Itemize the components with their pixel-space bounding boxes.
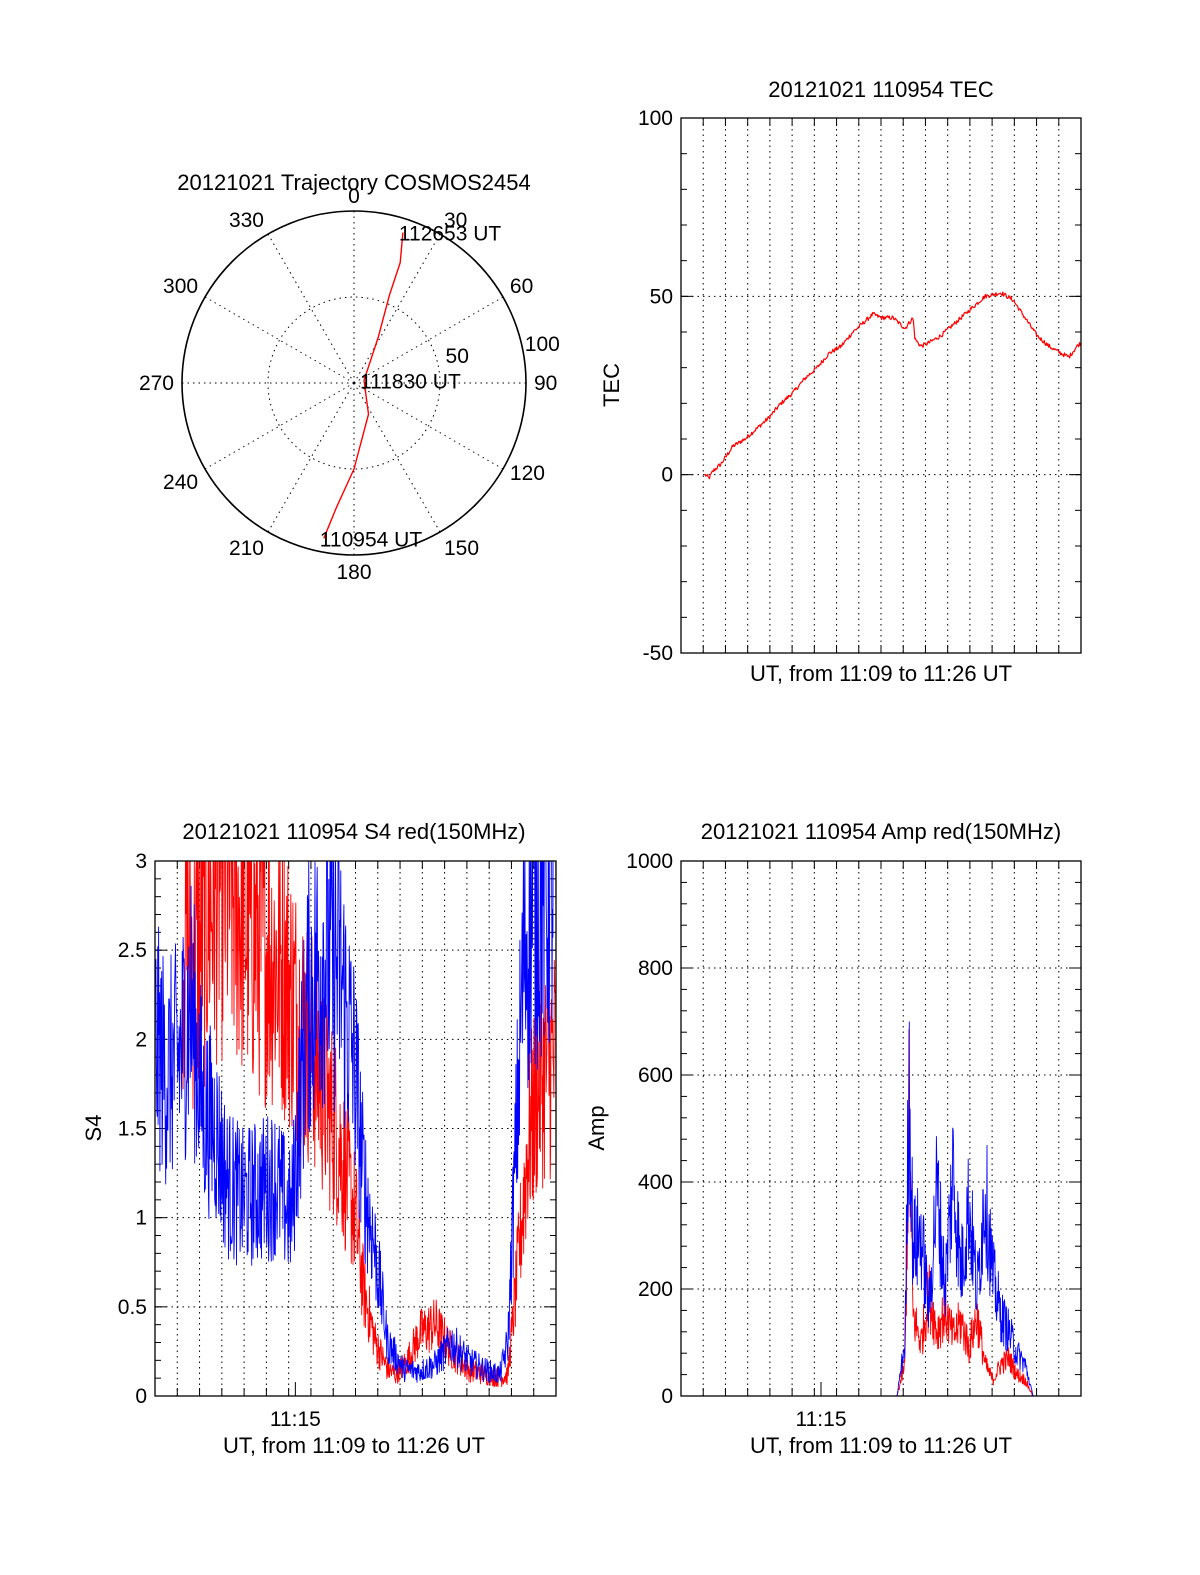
x-tick-label: 11:15 bbox=[270, 1408, 321, 1431]
trajectory-time-label: 112653 UT bbox=[399, 223, 502, 246]
trajectory-time-label: 111830 UT bbox=[360, 370, 461, 393]
polar-grid bbox=[181, 210, 527, 556]
tec-grid bbox=[681, 118, 1081, 653]
tec-frame bbox=[680, 117, 1082, 654]
amp-grid bbox=[681, 861, 1081, 1396]
amp-xlabel: UT, from 11:09 to 11:26 UT bbox=[750, 1433, 1012, 1458]
amp-xticks: 11:15 bbox=[702, 861, 1060, 1431]
y-tick-label: 0.5 bbox=[118, 1296, 147, 1319]
polar-angle-label: 30 bbox=[444, 209, 467, 232]
amp-series bbox=[704, 1021, 1081, 1396]
amp-frame bbox=[680, 860, 1082, 1397]
trajectory-title: 20121021 Trajectory COSMOS2454 bbox=[177, 170, 530, 195]
amp-series-1-line bbox=[704, 1021, 1081, 1396]
y-tick-label: 1.5 bbox=[118, 1118, 147, 1141]
polar-spoke bbox=[267, 233, 355, 384]
s4-xlabel: UT, from 11:09 to 11:26 UT bbox=[223, 1433, 485, 1458]
tec-xticks bbox=[702, 118, 1060, 653]
tec-xlabel: UT, from 11:09 to 11:26 UT bbox=[750, 661, 1012, 686]
polar-angle-labels: 0 30 60 90 120 150 180 210 240 270 300 330 bbox=[139, 185, 557, 584]
amp-title: 20121021 110954 Amp red(150MHz) bbox=[701, 819, 1061, 844]
tec-series bbox=[704, 291, 1081, 480]
polar-angle-label: 150 bbox=[444, 537, 479, 560]
tec-title: 20121021 110954 TEC bbox=[768, 77, 994, 102]
tec-panel: 20121021 110954 TEC UT, from 11:09 to 11… bbox=[599, 77, 1082, 686]
amp-yticks: 0 200 400 600 800 1000 bbox=[626, 850, 1081, 1408]
amp-ylabel: Amp bbox=[584, 1105, 609, 1150]
polar-spoke bbox=[353, 233, 441, 384]
y-tick-label: 0 bbox=[135, 1385, 147, 1408]
x-tick-label: 11:15 bbox=[796, 1408, 847, 1431]
polar-angle-label: 330 bbox=[229, 209, 264, 232]
trajectory-line bbox=[323, 232, 404, 539]
polar-angle-label: 240 bbox=[163, 471, 198, 494]
tec-series-0-line bbox=[704, 291, 1081, 480]
y-tick-label: 400 bbox=[638, 1171, 673, 1194]
tec-yticks: -50 0 50 100 bbox=[638, 107, 1081, 665]
polar-angle-label: 180 bbox=[336, 561, 371, 584]
s4-series-1-line bbox=[155, 861, 556, 1384]
trajectory-series bbox=[323, 232, 404, 539]
y-tick-label: 200 bbox=[638, 1278, 673, 1301]
polar-angle-label: 0 bbox=[348, 185, 360, 208]
polar-radial-label: 100 bbox=[525, 333, 560, 356]
polar-spoke bbox=[204, 296, 355, 384]
s4-panel: 20121021 110954 S4 red(150MHz) UT, from … bbox=[81, 819, 557, 1458]
polar-mid-circle bbox=[267, 296, 441, 470]
polar-spoke bbox=[353, 296, 504, 384]
y-tick-label: 50 bbox=[650, 285, 673, 308]
trajectory-panel: 20121021 Trajectory COSMOS2454 0 30 60 90 12… bbox=[139, 170, 560, 584]
polar-angle-label: 270 bbox=[139, 372, 174, 395]
y-tick-label: -50 bbox=[643, 642, 673, 665]
trajectory-annotations: 112653 UT 111830 UT 110954 UT bbox=[320, 223, 502, 552]
amp-panel: 20121021 110954 Amp red(150MHz) UT, from… bbox=[584, 819, 1082, 1458]
tec-ylabel: TEC bbox=[599, 363, 624, 407]
s4-ylabel: S4 bbox=[81, 1115, 106, 1142]
polar-angle-label: 90 bbox=[534, 372, 557, 395]
y-tick-label: 100 bbox=[638, 107, 673, 130]
y-tick-label: 600 bbox=[638, 1064, 673, 1087]
y-tick-label: 3 bbox=[135, 850, 147, 873]
s4-frame bbox=[154, 860, 557, 1397]
s4-title: 20121021 110954 S4 red(150MHz) bbox=[182, 819, 525, 844]
amp-series-0-line bbox=[704, 1028, 1081, 1396]
polar-radial-label: 50 bbox=[446, 345, 469, 368]
y-tick-label: 1 bbox=[135, 1207, 147, 1230]
s4-series-0-line bbox=[182, 861, 556, 1388]
y-tick-label: 1000 bbox=[626, 850, 673, 873]
polar-angle-label: 300 bbox=[163, 275, 198, 298]
polar-spoke bbox=[267, 382, 355, 533]
polar-angle-label: 210 bbox=[229, 537, 264, 560]
polar-angle-label: 60 bbox=[510, 275, 533, 298]
s4-series bbox=[155, 861, 556, 1388]
polar-spoke bbox=[353, 382, 504, 470]
y-tick-label: 2.5 bbox=[118, 939, 147, 962]
polar-radial-labels: 50 100 bbox=[446, 333, 560, 368]
y-tick-label: 2 bbox=[135, 1028, 147, 1051]
y-tick-label: 800 bbox=[638, 957, 673, 980]
y-tick-label: 0 bbox=[661, 1385, 673, 1408]
trajectory-time-label: 110954 UT bbox=[320, 528, 423, 551]
polar-angle-label: 120 bbox=[510, 462, 545, 485]
y-tick-label: 0 bbox=[661, 464, 673, 487]
polar-spoke bbox=[204, 382, 355, 470]
